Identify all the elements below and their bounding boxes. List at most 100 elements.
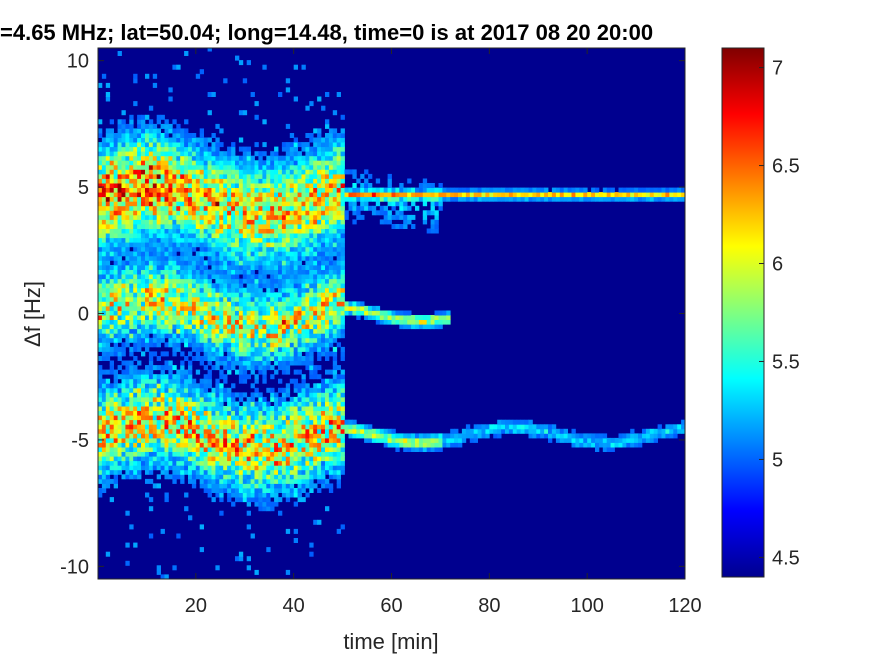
heatmap-cell bbox=[328, 437, 334, 443]
heatmap-cell bbox=[184, 260, 189, 266]
heatmap-cell bbox=[184, 415, 189, 421]
heatmap-cell bbox=[133, 356, 138, 361]
heatmap-cell bbox=[133, 378, 138, 384]
heatmap-cell bbox=[238, 269, 244, 275]
heatmap-cell bbox=[168, 287, 173, 293]
heatmap-cell bbox=[238, 210, 244, 216]
heatmap-cell bbox=[332, 442, 338, 448]
heatmap-cell bbox=[156, 569, 161, 575]
heatmap-cell bbox=[117, 401, 122, 407]
heatmap-cell bbox=[164, 205, 169, 211]
heatmap-cell bbox=[242, 424, 248, 430]
heatmap-cell bbox=[176, 310, 181, 316]
heatmap-cell bbox=[293, 383, 298, 389]
heatmap-cell bbox=[215, 219, 220, 225]
heatmap-cell bbox=[246, 242, 251, 248]
heatmap-cell bbox=[191, 465, 197, 471]
heatmap-cell bbox=[305, 187, 310, 193]
heatmap-cell bbox=[250, 278, 255, 284]
heatmap-cell bbox=[129, 137, 134, 143]
heatmap-cell bbox=[336, 137, 341, 143]
heatmap-cell bbox=[368, 192, 373, 198]
heatmap-cell bbox=[266, 478, 271, 484]
heatmap-cell bbox=[125, 374, 130, 380]
heatmap-cell bbox=[325, 324, 330, 330]
heatmap-cell bbox=[285, 392, 291, 398]
heatmap-cell bbox=[360, 214, 365, 220]
heatmap-cell bbox=[321, 196, 326, 202]
heatmap-cell bbox=[129, 396, 134, 402]
heatmap-cell bbox=[199, 146, 204, 152]
heatmap-cell bbox=[223, 447, 228, 452]
heatmap-cell bbox=[129, 233, 134, 239]
heatmap-cell bbox=[262, 278, 267, 284]
heatmap-cell bbox=[148, 233, 154, 239]
heatmap-cell bbox=[297, 237, 302, 243]
heatmap-cell bbox=[274, 465, 279, 471]
heatmap-cell bbox=[242, 237, 248, 243]
heatmap-cell bbox=[215, 433, 220, 439]
heatmap-cell bbox=[191, 337, 197, 343]
heatmap-cell bbox=[235, 233, 240, 239]
heatmap-cell bbox=[281, 301, 287, 307]
heatmap-cell bbox=[98, 378, 103, 384]
heatmap-cell bbox=[164, 333, 169, 339]
heatmap-cell bbox=[191, 183, 197, 188]
heatmap-cell bbox=[113, 324, 118, 330]
heatmap-cell bbox=[180, 305, 185, 311]
heatmap-cell bbox=[262, 305, 267, 311]
heatmap-cell bbox=[145, 374, 150, 380]
heatmap-cell bbox=[137, 123, 142, 129]
heatmap-cell bbox=[340, 469, 345, 475]
heatmap-cell bbox=[235, 219, 240, 225]
heatmap-cell bbox=[317, 278, 322, 284]
heatmap-cell bbox=[207, 201, 212, 207]
heatmap-cell bbox=[293, 424, 298, 430]
heatmap-cell bbox=[109, 433, 114, 439]
heatmap-cell bbox=[176, 328, 181, 334]
heatmap-cell bbox=[211, 342, 216, 348]
heatmap-cell bbox=[274, 346, 279, 352]
heatmap-cell bbox=[254, 310, 259, 316]
heatmap-cell bbox=[101, 460, 107, 466]
heatmap-cell bbox=[289, 173, 295, 179]
heatmap-cell bbox=[242, 369, 248, 375]
heatmap-cell bbox=[278, 387, 283, 393]
heatmap-cell bbox=[164, 465, 169, 471]
heatmap-cell bbox=[344, 424, 349, 430]
heatmap-cell bbox=[309, 265, 314, 270]
heatmap-cell bbox=[203, 337, 208, 343]
heatmap-cell bbox=[133, 255, 138, 261]
heatmap-cell bbox=[152, 274, 158, 280]
heatmap-cell bbox=[129, 301, 134, 307]
heatmap-cell bbox=[101, 73, 107, 79]
heatmap-cell bbox=[227, 478, 232, 484]
heatmap-cell bbox=[340, 406, 345, 411]
heatmap-cell bbox=[332, 433, 338, 439]
heatmap-cell bbox=[325, 342, 330, 348]
heatmap-cell bbox=[325, 301, 330, 307]
heatmap-cell bbox=[317, 301, 322, 307]
heatmap-cell bbox=[101, 233, 107, 239]
heatmap-cell bbox=[152, 296, 158, 302]
heatmap-cell bbox=[305, 173, 310, 179]
heatmap-cell bbox=[211, 287, 216, 293]
heatmap-cell bbox=[215, 565, 220, 571]
heatmap-cell bbox=[160, 155, 165, 161]
heatmap-cell bbox=[317, 351, 322, 357]
heatmap-cell bbox=[199, 142, 204, 148]
heatmap-cell bbox=[258, 351, 263, 357]
heatmap-cell bbox=[336, 401, 341, 407]
heatmap-cell bbox=[113, 224, 118, 229]
heatmap-cell bbox=[133, 287, 138, 293]
heatmap-cell bbox=[305, 255, 310, 261]
heatmap-cell bbox=[145, 265, 150, 270]
heatmap-cell bbox=[152, 196, 158, 202]
heatmap-cell bbox=[191, 442, 197, 448]
heatmap-cell bbox=[98, 269, 103, 275]
heatmap-cell bbox=[262, 501, 267, 507]
heatmap-cell bbox=[293, 287, 298, 293]
heatmap-cell bbox=[270, 365, 275, 371]
heatmap-cell bbox=[281, 155, 287, 161]
heatmap-cell bbox=[160, 465, 165, 471]
